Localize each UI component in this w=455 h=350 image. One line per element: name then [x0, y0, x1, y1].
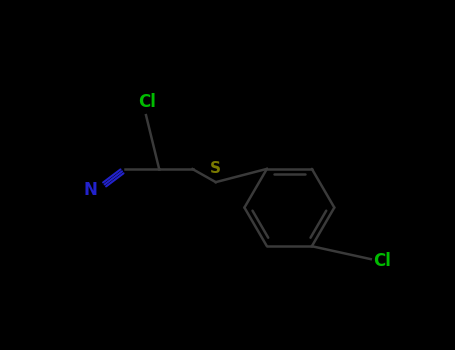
Text: S: S [210, 161, 221, 176]
Text: N: N [83, 181, 97, 199]
Text: Cl: Cl [373, 252, 391, 271]
Text: Cl: Cl [139, 93, 157, 111]
